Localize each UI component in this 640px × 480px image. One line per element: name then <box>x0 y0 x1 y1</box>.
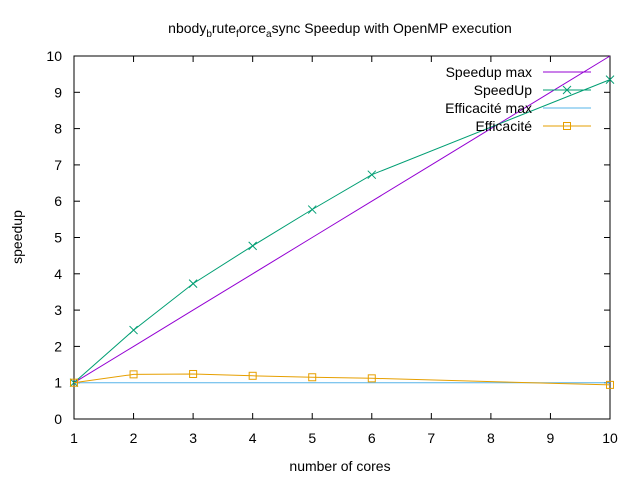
legend-label: Efficacité max <box>445 100 532 116</box>
legend-label: Efficacité <box>475 118 532 134</box>
legend-label: Speedup max <box>446 64 532 80</box>
title-part: a <box>266 29 272 40</box>
series-1 <box>69 75 615 388</box>
data-point <box>189 369 198 378</box>
series-line <box>73 55 611 384</box>
data-point <box>308 373 317 382</box>
title-part: orce <box>239 20 266 36</box>
data-point <box>248 241 258 251</box>
data-point <box>70 378 78 387</box>
data-point <box>367 374 376 383</box>
x-tick-label: 2 <box>130 430 138 446</box>
series-line <box>73 373 611 386</box>
x-tick-label: 7 <box>427 430 435 446</box>
series-3 <box>70 369 614 389</box>
x-axis-ticks: 1 2 3 4 5 6 7 8 9 10 <box>70 56 618 446</box>
x-axis-label: number of cores <box>289 458 390 474</box>
data-point <box>367 170 377 180</box>
legend-label: SpeedUp <box>474 82 533 98</box>
data-point <box>188 279 198 288</box>
y-tick-label: 2 <box>54 338 62 354</box>
data-point <box>248 371 257 380</box>
y-tick-label: 0 <box>54 411 62 427</box>
title-part: f <box>236 29 239 40</box>
data-point <box>129 370 138 379</box>
x-tick-label: 1 <box>70 430 78 446</box>
data-point <box>606 380 614 389</box>
data-point <box>307 205 317 214</box>
x-tick-label: 9 <box>547 430 555 446</box>
x-tick-label: 8 <box>487 430 495 446</box>
y-axis-ticks: 0 1 2 3 4 5 6 7 8 9 10 <box>46 48 610 427</box>
title-part: nbody <box>168 20 206 36</box>
y-tick-label: 10 <box>46 48 62 64</box>
y-tick-label: 1 <box>54 375 62 391</box>
y-tick-label: 8 <box>54 121 62 137</box>
y-tick-label: 9 <box>54 84 62 100</box>
series-0 <box>73 55 611 384</box>
x-tick-label: 3 <box>189 430 197 446</box>
legend: Speedup max SpeedUp Efficacité max Efficaci… <box>445 64 591 134</box>
legend-marker <box>562 85 572 95</box>
y-tick-label: 5 <box>54 230 62 246</box>
y-tick-label: 7 <box>54 157 62 173</box>
title-part: b <box>206 29 212 40</box>
y-tick-label: 6 <box>54 193 62 209</box>
data-point <box>129 325 138 335</box>
x-tick-label: 5 <box>308 430 316 446</box>
y-tick-label: 3 <box>54 302 62 318</box>
title-part: sync Speedup with OpenMP execution <box>272 20 512 36</box>
legend-marker <box>563 122 571 130</box>
x-tick-label: 4 <box>249 430 257 446</box>
title-part: rute <box>212 20 236 36</box>
series-layer <box>69 55 615 389</box>
x-tick-label: 10 <box>602 430 618 446</box>
x-tick-label: 6 <box>368 430 376 446</box>
data-point <box>605 75 615 84</box>
chart-title: nbodybruteforceasync Speedup with OpenMP… <box>168 20 512 40</box>
y-axis-label: speedup <box>9 210 25 264</box>
y-tick-label: 4 <box>54 266 62 282</box>
